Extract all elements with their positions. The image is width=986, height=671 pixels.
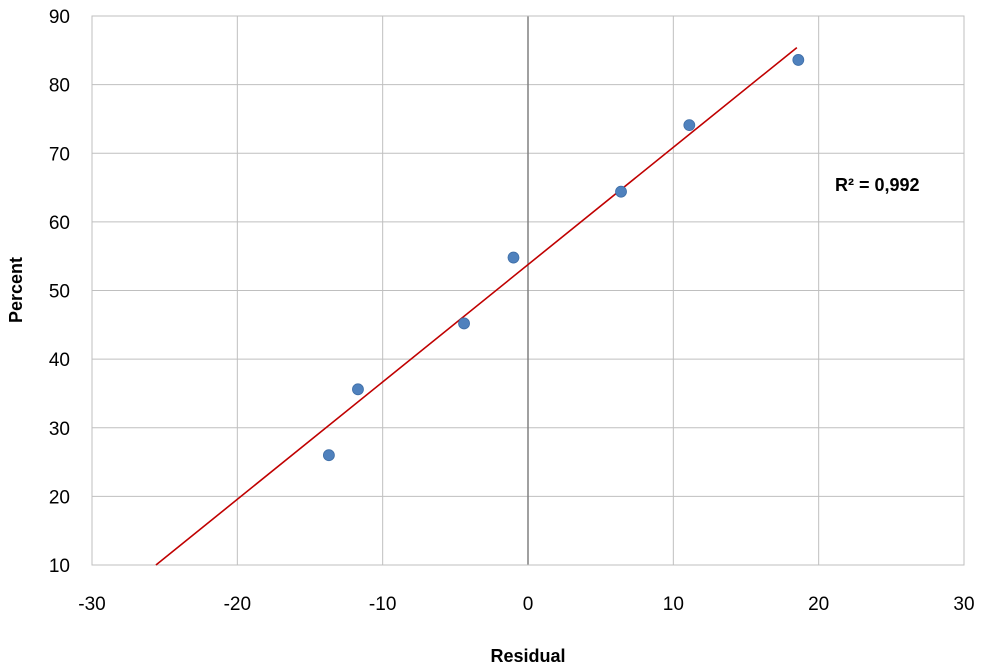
y-axis-title: Percent: [6, 257, 26, 323]
x-tick-label: -10: [369, 594, 396, 615]
y-tick-label: 70: [49, 144, 70, 165]
y-tick-label: 60: [49, 213, 70, 234]
data-point: [322, 449, 335, 462]
x-axis-title: Residual: [490, 646, 565, 666]
x-tick-label: -30: [78, 594, 105, 615]
trendline: [155, 46, 798, 566]
y-tick-label: 30: [49, 419, 70, 440]
r-squared-label: R² = 0,992: [835, 175, 920, 195]
x-tick-label: 20: [808, 594, 829, 615]
y-tick-label: 10: [49, 556, 70, 577]
x-tick-label: 0: [523, 594, 534, 615]
data-point: [683, 119, 696, 132]
data-points: [322, 54, 805, 462]
y-tick-label: 20: [49, 487, 70, 508]
x-tick-label: -20: [224, 594, 251, 615]
data-point: [615, 185, 627, 198]
y-tick-label: 50: [49, 282, 70, 303]
x-tick-label: 30: [953, 594, 974, 615]
x-tick-label: 10: [663, 594, 684, 615]
data-point: [507, 251, 520, 264]
y-tick-label: 90: [49, 7, 70, 28]
plot-area-border: [91, 15, 965, 566]
y-tick-label: 40: [49, 350, 70, 371]
data-point: [792, 54, 805, 66]
data-point: [458, 317, 470, 330]
x-tick-labels: -30 -20 -10 0 10 20 30: [78, 594, 974, 615]
y-tick-labels: 10 20 30 40 50 60 70 80 90: [49, 7, 70, 577]
data-point: [352, 383, 364, 396]
y-tick-label: 80: [49, 76, 70, 97]
